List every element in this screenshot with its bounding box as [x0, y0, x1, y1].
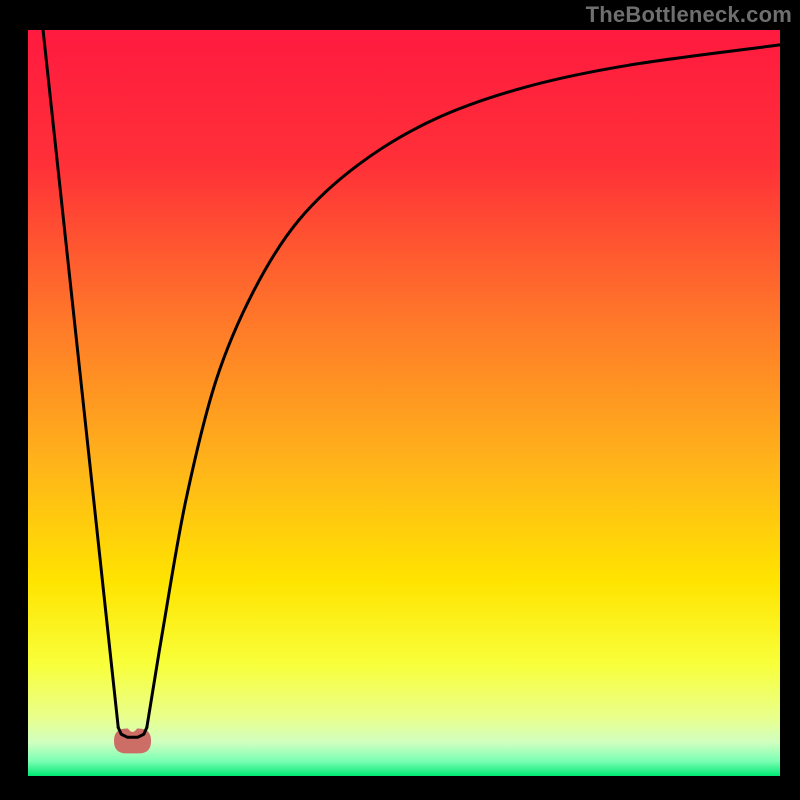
gradient-background — [28, 30, 780, 776]
chart-frame: TheBottleneck.com — [0, 0, 800, 800]
watermark-text: TheBottleneck.com — [586, 2, 792, 28]
chart-svg — [28, 30, 780, 776]
plot-area — [28, 30, 780, 776]
